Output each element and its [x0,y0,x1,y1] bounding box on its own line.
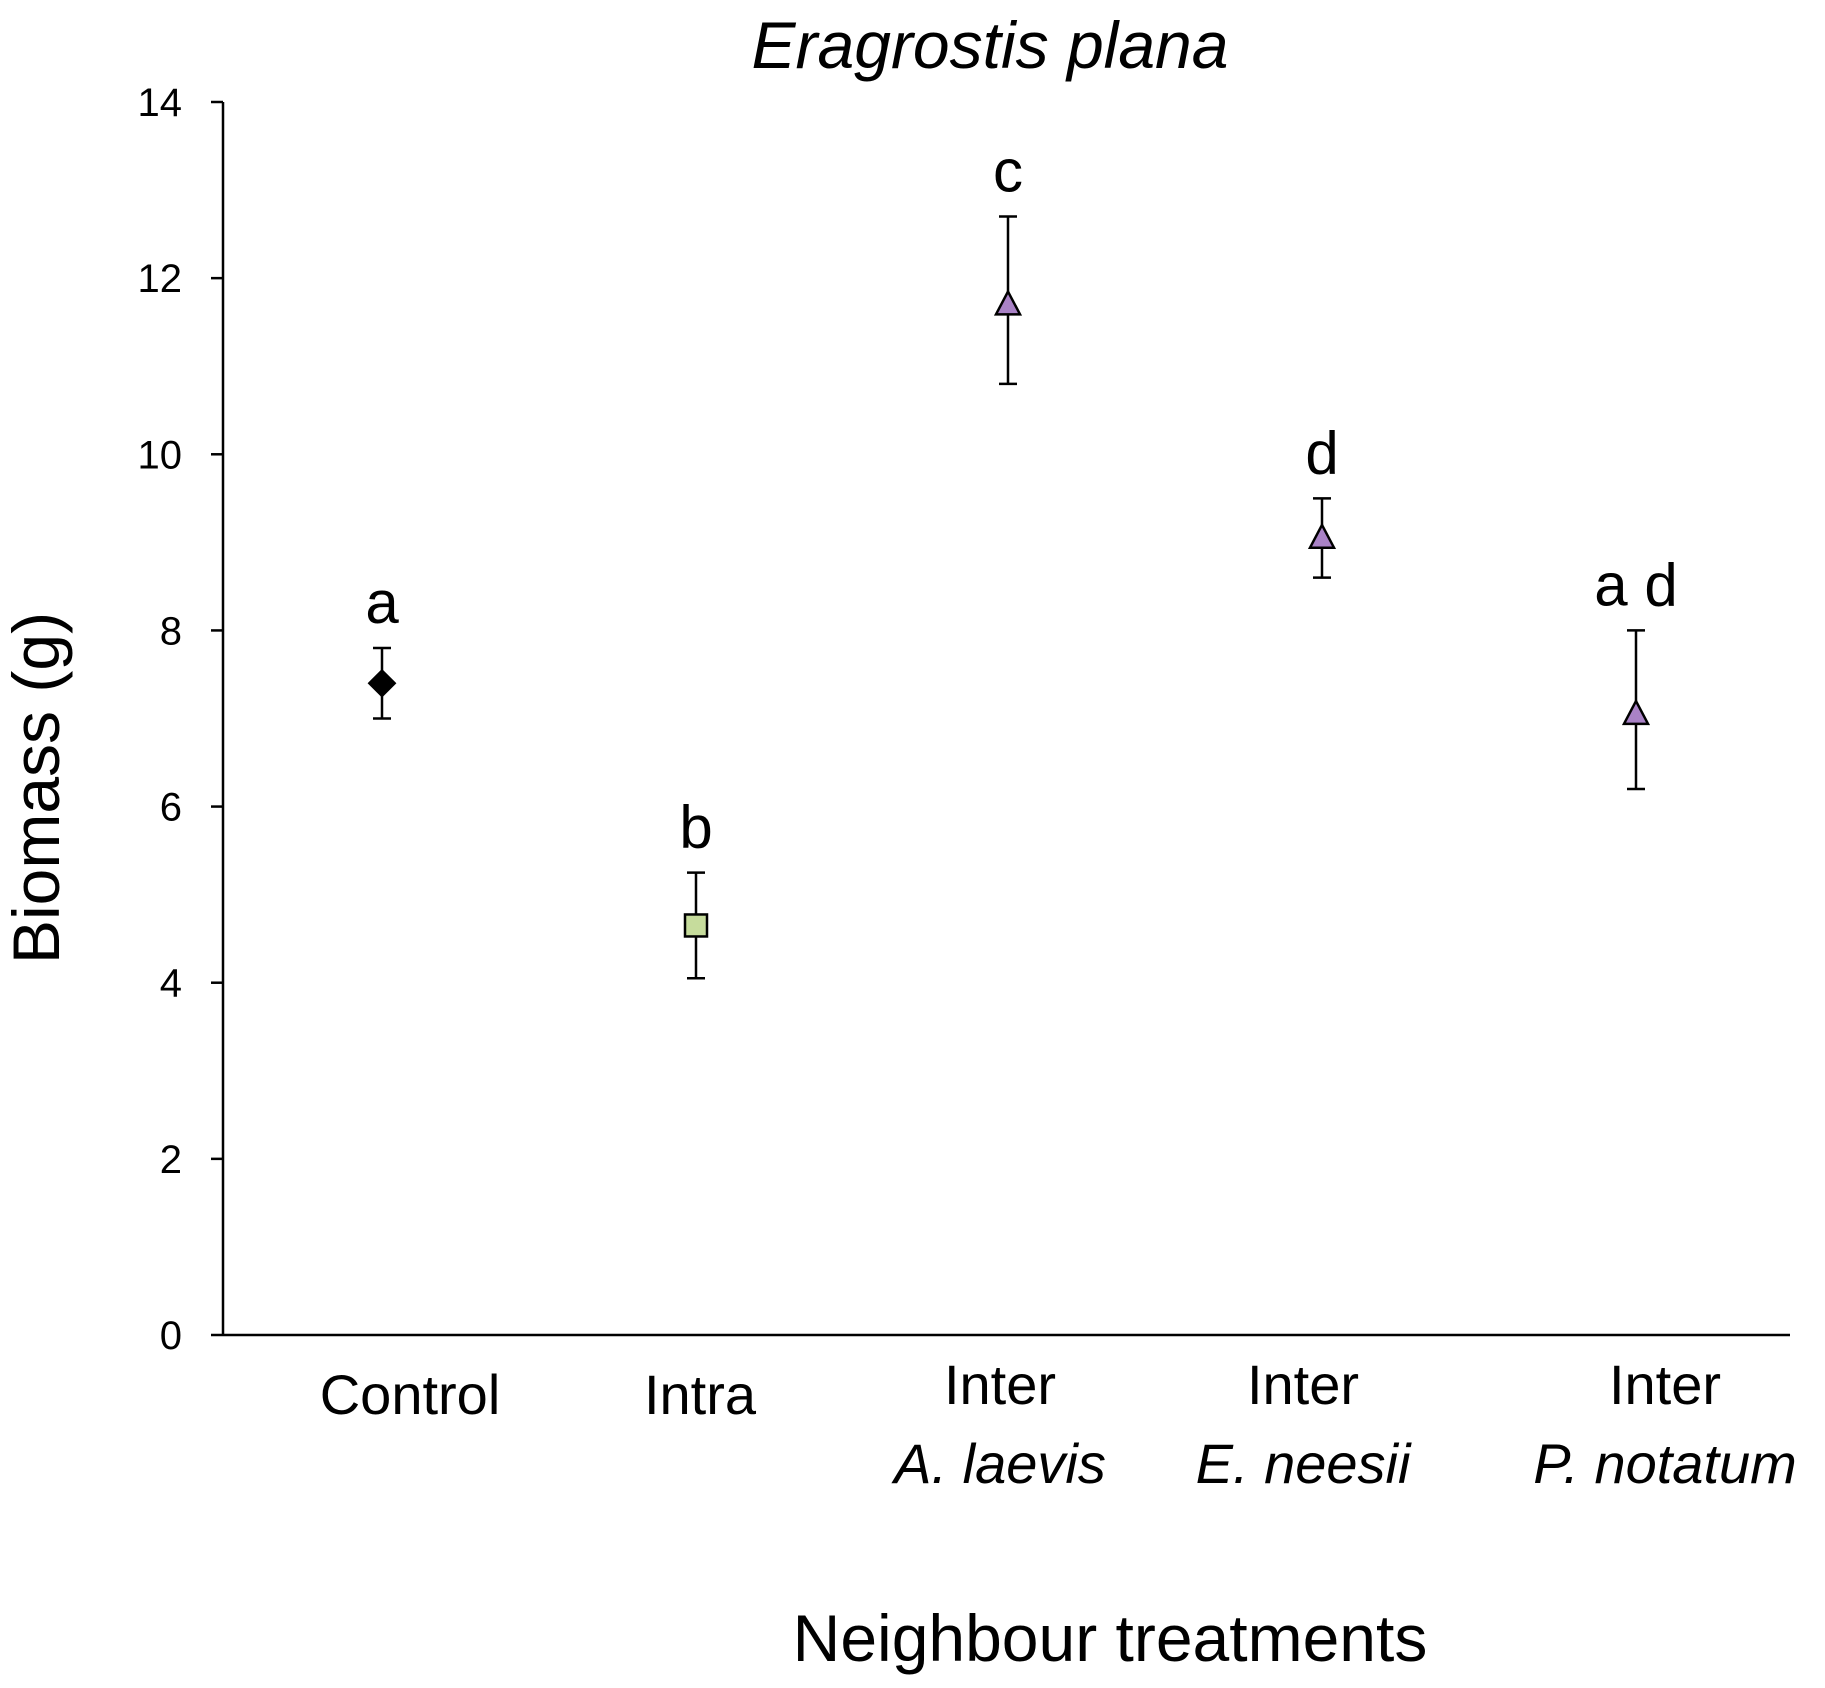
y-tick-label: 6 [160,786,182,830]
axes [221,102,1790,1337]
y-tick-label: 10 [138,433,183,477]
y-tick-label: 4 [160,962,182,1006]
x-tick-label: Inter [944,1353,1056,1416]
chart-title: Eragrostis plana [752,8,1229,82]
y-tick-label: 14 [138,81,183,125]
significance-letter: d [1305,419,1338,486]
data-point-triangle [1307,522,1337,549]
x-tick-label: Intra [644,1363,757,1426]
significance-letter: a [365,569,399,636]
y-tick-label: 8 [160,609,182,653]
x-axis-label: Neighbour treatments [793,1601,1428,1675]
data-point-triangle [993,288,1023,316]
x-tick-sublabel: E. neesii [1196,1432,1412,1495]
data-point-diamond [367,668,397,698]
x-tick-sublabel: P. notatum [1533,1432,1797,1495]
y-axis-label: Biomass (g) [0,612,73,964]
significance-letter: c [993,137,1023,204]
x-tick-label: Inter [1609,1353,1721,1416]
data-point-square [683,913,709,938]
y-tick-label: 12 [138,257,183,301]
y-ticks: 0 2 4 6 8 10 12 14 [138,81,223,1358]
data-points: a b c d a d [365,137,1678,980]
x-tick-label: Control [320,1363,501,1426]
x-tick-sublabel: A. laevis [891,1432,1106,1495]
y-tick-label: 2 [160,1138,182,1182]
significance-letter: a d [1594,551,1677,618]
significance-letter: b [679,794,712,861]
x-tick-labels: Control Intra Inter A. laevis Inter E. neesii… [320,1353,1797,1495]
x-tick-label: Inter [1247,1353,1359,1416]
data-point-triangle [1621,698,1651,726]
y-tick-label: 0 [160,1314,182,1358]
